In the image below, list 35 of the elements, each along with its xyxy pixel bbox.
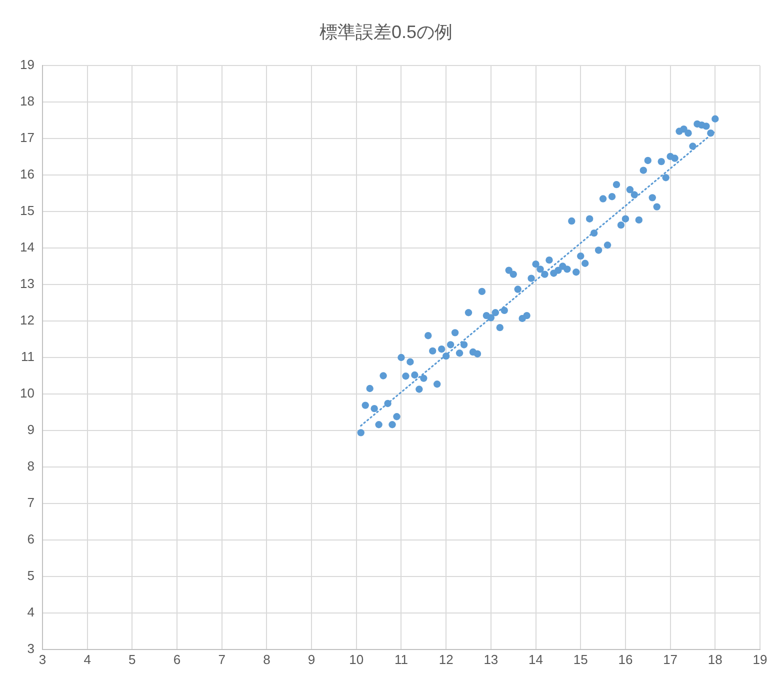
- x-tick-label: 11: [394, 652, 408, 667]
- y-tick-label: 7: [27, 495, 34, 510]
- x-tick-label: 16: [618, 652, 633, 667]
- x-tick-label: 6: [173, 652, 181, 667]
- x-tick-label: 7: [218, 652, 226, 667]
- y-tick-label: 3: [27, 640, 34, 656]
- x-tick-label: 17: [663, 652, 678, 667]
- y-tick-label: 18: [20, 94, 34, 109]
- y-tick-label: 13: [20, 276, 34, 292]
- y-tick-label: 15: [20, 203, 34, 218]
- y-tick-label: 19: [20, 57, 34, 72]
- y-tick-label: 16: [20, 166, 34, 182]
- y-tick-label: 4: [27, 604, 34, 620]
- y-tick-label: 14: [20, 240, 34, 255]
- chart-title: 標準誤差0.5の例: [319, 22, 453, 42]
- x-tick-label: 13: [484, 652, 498, 667]
- x-tick-label: 14: [528, 652, 544, 667]
- x-tick-label: 3: [38, 652, 46, 667]
- y-tick-label: 6: [27, 532, 34, 547]
- x-tick-label: 18: [708, 652, 722, 667]
- x-tick-label: 19: [752, 652, 768, 667]
- y-tick-label: 10: [20, 386, 34, 401]
- x-tick-label: 15: [573, 652, 588, 667]
- y-tick-label: 8: [27, 458, 34, 474]
- y-tick-label: 9: [27, 422, 34, 438]
- y-tick-label: 5: [27, 568, 34, 584]
- y-tick-label: 12: [20, 312, 34, 328]
- x-tick-label: 12: [438, 652, 454, 667]
- y-tick-label: 11: [20, 349, 34, 364]
- x-tick-label: 4: [84, 652, 91, 667]
- x-tick-label: 9: [308, 652, 316, 667]
- x-tick-label: 5: [128, 652, 136, 667]
- y-tick-label: 17: [20, 130, 34, 146]
- x-tick-label: 8: [263, 652, 270, 667]
- x-tick-label: 10: [349, 652, 364, 667]
